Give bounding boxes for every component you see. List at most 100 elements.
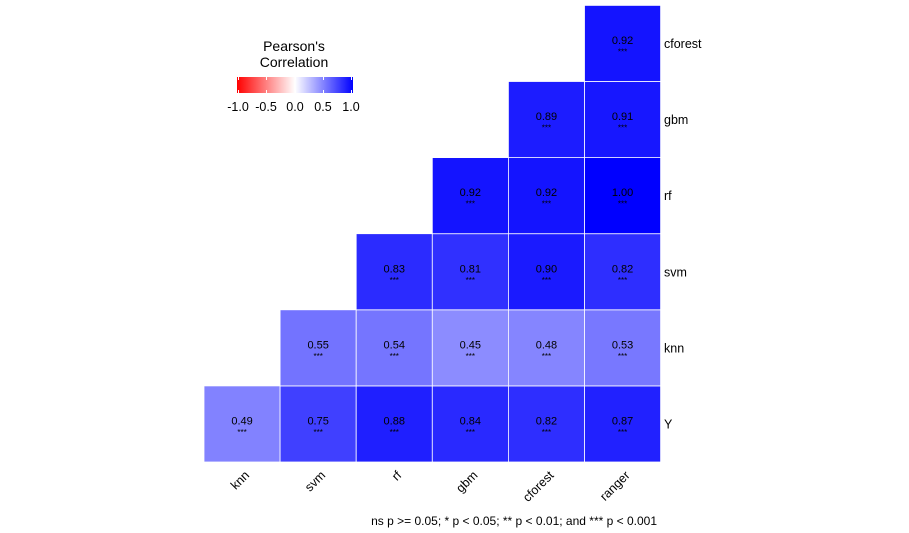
heatmap-cell: 0.81*** xyxy=(431,233,509,311)
cell-significance-label: *** xyxy=(542,200,551,209)
y-tick-label: cforest xyxy=(664,37,702,51)
heatmap-tile xyxy=(279,385,357,463)
heatmap-tile xyxy=(584,157,661,235)
heatmap-cell: 0.55*** xyxy=(279,309,357,387)
heatmap-tile xyxy=(507,309,585,387)
cell-significance-label: *** xyxy=(542,276,551,285)
heatmap-tile xyxy=(203,385,281,463)
cell-significance-label: *** xyxy=(390,352,399,361)
cell-significance-label: *** xyxy=(618,200,627,209)
heatmap-tile xyxy=(431,385,509,463)
x-tick-label: svm xyxy=(302,468,328,494)
heatmap-cell: 0.75*** xyxy=(279,385,357,463)
x-tick-label: gbm xyxy=(453,468,480,495)
legend-tick-label: 0.0 xyxy=(286,100,304,114)
significance-caption: ns p >= 0.05; * p < 0.05; ** p < 0.01; a… xyxy=(371,514,657,528)
cell-value-label: 0.54 xyxy=(384,339,405,351)
cell-significance-label: *** xyxy=(390,276,399,285)
legend-title: Pearson's Correlation xyxy=(230,38,358,70)
cell-value-label: 0.92 xyxy=(460,187,481,199)
heatmap-cell: 0.87*** xyxy=(584,385,661,463)
legend-tick-label: 0.5 xyxy=(314,100,332,114)
cell-value-label: 0.49 xyxy=(231,415,252,427)
heatmap-tile xyxy=(584,233,661,311)
cell-significance-label: *** xyxy=(618,47,627,56)
y-tick-label: svm xyxy=(664,265,687,279)
heatmap-cell: 0.91*** xyxy=(584,81,661,158)
cell-significance-label: *** xyxy=(313,352,322,361)
y-tick-label: rf xyxy=(664,189,672,203)
heatmap-cell: 0.49*** xyxy=(203,385,281,463)
heatmap-tile xyxy=(507,157,585,235)
heatmap-tile xyxy=(507,385,585,463)
cell-value-label: 0.53 xyxy=(612,339,633,351)
cell-value-label: 0.89 xyxy=(536,111,557,123)
heatmap-tile xyxy=(355,233,433,311)
heatmap-cell: 0.83*** xyxy=(355,233,433,311)
cell-significance-label: *** xyxy=(618,124,627,133)
cell-value-label: 0.81 xyxy=(460,263,481,275)
heatmap-cell: 0.82*** xyxy=(507,385,585,463)
heatmap-tile xyxy=(279,309,357,387)
y-tick-label: knn xyxy=(664,341,684,355)
heatmap-tile xyxy=(431,309,509,387)
cell-significance-label: *** xyxy=(237,428,246,437)
cell-value-label: 0.83 xyxy=(384,263,405,275)
cell-significance-label: *** xyxy=(466,200,475,209)
heatmap-cell: 0.88*** xyxy=(355,385,433,463)
x-tick-label: cforest xyxy=(520,468,557,505)
heatmap-tile xyxy=(355,309,433,387)
cell-value-label: 0.45 xyxy=(460,339,481,351)
legend-title-line1: Pearson's xyxy=(263,38,325,54)
cell-value-label: 0.87 xyxy=(612,415,633,427)
cell-significance-label: *** xyxy=(466,352,475,361)
cell-value-label: 0.92 xyxy=(536,187,557,199)
heatmap-cell: 0.92*** xyxy=(584,5,661,82)
heatmap-tile xyxy=(431,233,509,311)
y-tick-label: Y xyxy=(664,417,673,431)
cell-significance-label: *** xyxy=(313,428,322,437)
x-tick-label: ranger xyxy=(597,468,632,503)
legend-tick-label: -0.5 xyxy=(255,100,277,114)
heatmap-cell: 0.92*** xyxy=(431,157,509,235)
heatmap-cell: 0.92*** xyxy=(507,157,585,235)
cell-value-label: 0.55 xyxy=(307,339,328,351)
cell-significance-label: *** xyxy=(466,276,475,285)
heatmap-cell: 0.48*** xyxy=(507,309,585,387)
cell-value-label: 0.92 xyxy=(612,35,633,47)
heatmap-cell: 1.00*** xyxy=(584,157,661,235)
cell-value-label: 0.82 xyxy=(536,415,557,427)
cell-significance-label: *** xyxy=(542,124,551,133)
legend-title-line2: Correlation xyxy=(259,54,329,70)
cell-value-label: 0.90 xyxy=(536,263,557,275)
heatmap-tile xyxy=(584,385,661,463)
cell-value-label: 0.82 xyxy=(612,263,633,275)
heatmap-cell: 0.90*** xyxy=(507,233,585,311)
cell-significance-label: *** xyxy=(618,276,627,285)
heatmap-tile xyxy=(584,309,661,387)
heatmap-tile xyxy=(507,81,585,158)
heatmap-cell: 0.84*** xyxy=(431,385,509,463)
cell-value-label: 0.88 xyxy=(384,415,405,427)
cell-significance-label: *** xyxy=(618,428,627,437)
x-tick-label: rf xyxy=(389,468,405,484)
legend-tick-label: 1.0 xyxy=(342,100,360,114)
cell-significance-label: *** xyxy=(466,428,475,437)
heatmap-cell: 0.89*** xyxy=(507,81,585,158)
heatmap-cell: 0.82*** xyxy=(584,233,661,311)
heatmap-cell: 0.53*** xyxy=(584,309,661,387)
cell-value-label: 1.00 xyxy=(612,187,633,199)
y-tick-label: gbm xyxy=(664,113,688,127)
x-tick-label: knn xyxy=(228,468,252,492)
heatmap-cell: 0.45*** xyxy=(431,309,509,387)
cell-significance-label: *** xyxy=(542,352,551,361)
heatmap-tile xyxy=(431,157,509,235)
cell-significance-label: *** xyxy=(390,428,399,437)
heatmap-cell: 0.54*** xyxy=(355,309,433,387)
cell-value-label: 0.84 xyxy=(460,415,481,427)
cell-value-label: 0.91 xyxy=(612,111,633,123)
cell-significance-label: *** xyxy=(618,352,627,361)
legend-tick-marks xyxy=(237,77,353,93)
cell-significance-label: *** xyxy=(542,428,551,437)
